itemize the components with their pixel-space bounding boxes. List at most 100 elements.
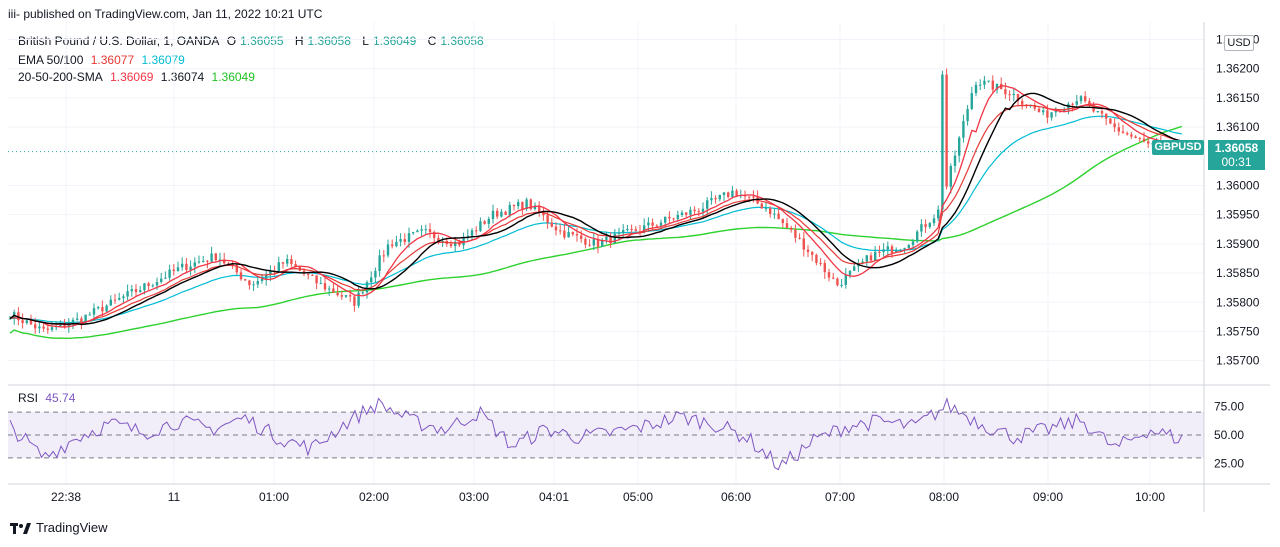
candle-body: [466, 235, 469, 237]
candle-body: [449, 244, 453, 247]
candle-body: [911, 241, 915, 245]
candle-body: [676, 214, 679, 219]
candle-body: [80, 318, 83, 323]
candle-body: [17, 312, 20, 321]
candle-body: [1012, 94, 1015, 96]
candle-body: [176, 267, 180, 272]
candle-body: [1063, 109, 1066, 112]
candle-body: [659, 222, 663, 226]
candle-body: [416, 230, 419, 233]
candle-body: [227, 263, 230, 265]
price-tick-label: 1.36100: [1216, 120, 1260, 134]
candle-body: [937, 209, 940, 219]
candle-body: [953, 155, 957, 167]
candle-body: [777, 213, 780, 220]
candle-body: [34, 324, 37, 329]
candle-body: [428, 229, 432, 232]
candle-body: [630, 228, 633, 230]
candle-body: [491, 210, 495, 219]
candle-body: [1109, 118, 1112, 124]
time-tick-label: 11: [168, 490, 181, 504]
candle-body: [609, 236, 612, 244]
candle-body: [210, 253, 213, 262]
candle-body: [710, 198, 713, 201]
candle-body: [945, 74, 948, 187]
grid-lines: [8, 22, 1204, 484]
candle-body: [483, 221, 486, 224]
candle-body: [848, 270, 852, 275]
candle-body: [626, 228, 629, 231]
candle-body: [693, 209, 696, 212]
candle-body: [76, 318, 79, 320]
candle-body: [735, 190, 738, 197]
candle-body: [160, 278, 163, 282]
candle-body: [542, 212, 545, 216]
close-value: 1.36058: [440, 34, 484, 48]
candle-body: [651, 222, 654, 226]
candle-body: [1096, 111, 1099, 113]
candle-body: [588, 244, 591, 246]
candle-body: [71, 319, 75, 325]
candle-body: [1021, 100, 1024, 105]
candle-body: [748, 196, 751, 198]
candle-body: [1042, 110, 1045, 113]
rsi-line: [9, 397, 1183, 471]
time-tick-label: 09:00: [1033, 490, 1063, 504]
time-tick-label: 05:00: [623, 490, 653, 504]
candle-body: [1130, 134, 1133, 137]
candle-body: [580, 235, 583, 239]
candle-body: [386, 244, 390, 256]
candle-body: [1004, 89, 1007, 95]
candle-body: [605, 236, 608, 240]
candle-body: [277, 262, 280, 272]
candle-body: [336, 292, 339, 296]
ema50-value: 1.36077: [90, 53, 135, 67]
candle-body: [760, 203, 763, 209]
candle-body: [143, 283, 146, 291]
candle-body: [424, 229, 427, 231]
candle-body: [67, 324, 70, 328]
candle-body: [907, 244, 910, 249]
candle-body: [185, 263, 188, 270]
candle-body: [601, 239, 604, 247]
candle-body: [315, 275, 318, 284]
candle-body: [1088, 101, 1091, 105]
candle-body: [752, 196, 755, 198]
candle-body: [874, 251, 877, 261]
candle-body: [672, 218, 675, 220]
price-tick-label: 1.35700: [1216, 354, 1260, 368]
candle-body: [1134, 136, 1137, 139]
candle-body: [517, 202, 520, 207]
candle-body: [437, 237, 440, 242]
price-tick-label: 1.35750: [1216, 324, 1260, 338]
price-tick-label: 1.35800: [1216, 295, 1260, 309]
candle-body: [206, 260, 209, 262]
candle-body: [8, 318, 12, 320]
candle-body: [290, 259, 293, 264]
candle-body: [596, 239, 600, 247]
candle-body: [286, 259, 289, 264]
candle-body: [584, 238, 587, 245]
candle-body: [773, 213, 776, 215]
sma-name: 20-50-200-SMA: [18, 70, 103, 84]
time-tick-label: 07:00: [825, 490, 855, 504]
candle-body: [924, 224, 927, 227]
candle-body: [412, 232, 415, 234]
candle-body: [853, 266, 856, 271]
candle-body: [1126, 133, 1129, 135]
time-tick-label: 01:00: [259, 490, 289, 504]
candle-body: [407, 233, 411, 242]
candle-body: [949, 166, 952, 187]
candle-body: [1142, 138, 1146, 142]
candle-body: [50, 327, 54, 330]
candle-body: [88, 314, 91, 316]
candle-body: [332, 288, 335, 293]
candle-body: [634, 229, 637, 232]
candle-body: [504, 211, 507, 215]
candle-body: [861, 261, 864, 263]
tradingview-logo[interactable]: TradingView: [10, 520, 108, 535]
candle-body: [970, 93, 973, 109]
candle-body: [202, 260, 205, 262]
currency-label[interactable]: USD: [1224, 35, 1254, 51]
